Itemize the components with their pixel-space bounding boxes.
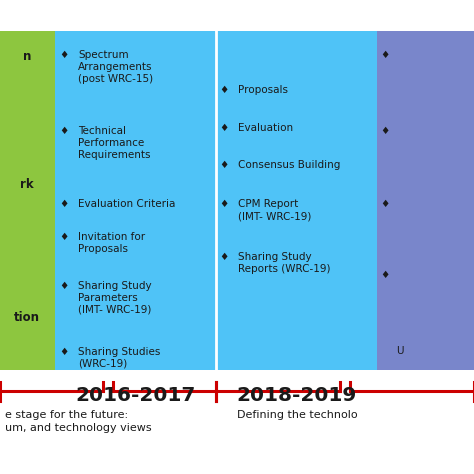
- Text: CPM Report
(IMT- WRC-19): CPM Report (IMT- WRC-19): [238, 199, 312, 221]
- Text: ♦: ♦: [380, 270, 390, 280]
- Text: 2018-2019: 2018-2019: [236, 386, 356, 405]
- Text: Proposals: Proposals: [238, 85, 288, 95]
- Text: Invitation for
Proposals: Invitation for Proposals: [78, 232, 146, 254]
- Text: ♦: ♦: [219, 199, 229, 209]
- Text: tion: tion: [14, 311, 40, 324]
- Text: Evaluation: Evaluation: [238, 123, 293, 133]
- Text: ♦: ♦: [219, 252, 229, 262]
- Text: ♦: ♦: [219, 123, 229, 133]
- Text: Defining the technolo: Defining the technolo: [237, 410, 357, 420]
- Text: U: U: [396, 346, 403, 356]
- Text: ♦: ♦: [380, 126, 390, 136]
- FancyBboxPatch shape: [55, 31, 216, 370]
- Text: ♦: ♦: [59, 281, 69, 291]
- Text: ♦: ♦: [59, 50, 69, 60]
- Text: ♦: ♦: [59, 232, 69, 242]
- Text: Sharing Study
Reports (WRC-19): Sharing Study Reports (WRC-19): [238, 252, 331, 274]
- Text: Consensus Building: Consensus Building: [238, 160, 341, 170]
- Text: e stage for the future:
um, and technology views: e stage for the future: um, and technolo…: [5, 410, 151, 433]
- Text: Spectrum
Arrangements
(post WRC-15): Spectrum Arrangements (post WRC-15): [78, 50, 153, 84]
- Text: ♦: ♦: [59, 347, 69, 357]
- FancyBboxPatch shape: [216, 31, 377, 370]
- Text: n: n: [23, 50, 31, 64]
- Text: Sharing Studies
(WRC-19): Sharing Studies (WRC-19): [78, 347, 161, 369]
- Text: Sharing Study
Parameters
(IMT- WRC-19): Sharing Study Parameters (IMT- WRC-19): [78, 281, 152, 315]
- Text: 2016-2017: 2016-2017: [75, 386, 195, 405]
- FancyBboxPatch shape: [377, 31, 474, 370]
- Text: ♦: ♦: [59, 199, 69, 209]
- Text: ♦: ♦: [59, 126, 69, 136]
- Text: ♦: ♦: [219, 160, 229, 170]
- Text: Evaluation Criteria: Evaluation Criteria: [78, 199, 175, 209]
- FancyBboxPatch shape: [0, 31, 55, 370]
- Text: Technical
Performance
Requirements: Technical Performance Requirements: [78, 126, 151, 160]
- Text: ♦: ♦: [380, 199, 390, 209]
- Text: ♦: ♦: [380, 50, 390, 60]
- Text: rk: rk: [20, 178, 34, 191]
- Text: ♦: ♦: [219, 85, 229, 95]
